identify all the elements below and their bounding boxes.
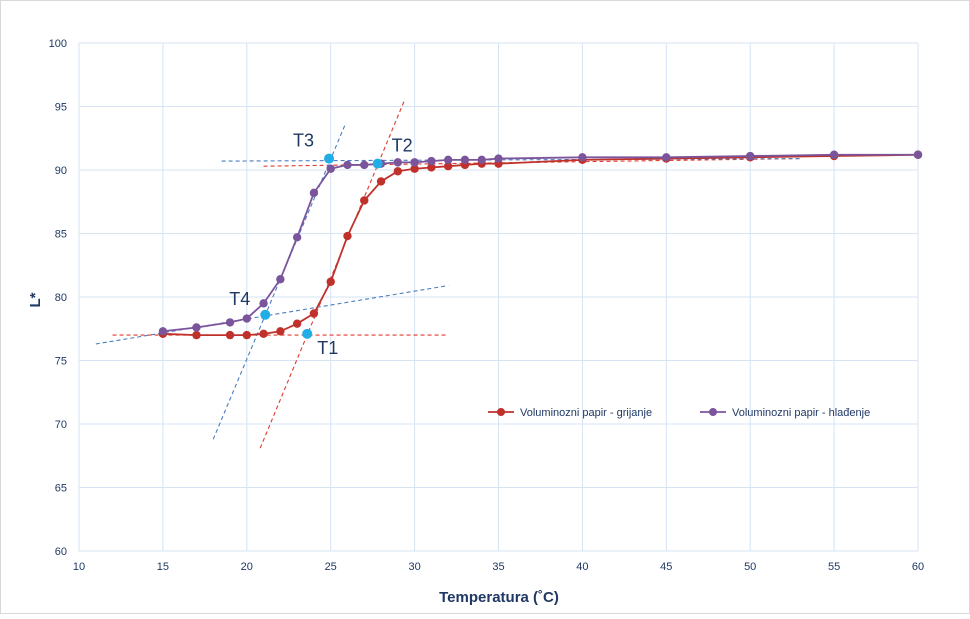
data-point [393,167,403,176]
marker-label-t2: T2 [392,136,413,156]
data-point [460,155,470,165]
data-point [578,153,587,162]
data-point [276,327,285,336]
marker-label-t3: T3 [293,131,314,151]
data-point [292,233,302,242]
data-point [662,153,671,162]
data-point [343,160,352,170]
data-point [259,299,268,308]
x-tick-label: 20 [241,561,253,573]
x-tick-label: 55 [828,561,840,573]
series-2 [158,150,923,336]
data-point [427,156,436,166]
data-point [410,164,419,173]
y-tick-label: 85 [55,229,67,241]
data-point [225,330,235,340]
x-tick-label: 35 [492,561,504,573]
x-tick-label: 10 [73,561,85,573]
data-point [360,196,369,205]
y-tick-label: 100 [49,38,67,50]
x-tick-label: 45 [660,561,672,573]
data-point [393,158,403,167]
data-point [443,161,453,171]
legend-entry: Voluminozni papir - hlađenje [732,407,870,419]
data-point [427,163,436,172]
y-tick-label: 65 [55,483,67,495]
x-tick-label: 40 [576,561,588,573]
x-tick-label: 60 [912,561,924,573]
data-point [443,155,453,165]
data-point [242,314,251,323]
legend-swatch-marker [709,408,717,416]
data-point [225,318,235,327]
data-point [309,188,319,198]
data-point [326,277,335,286]
data-point [343,231,352,241]
y-tick-label: 60 [55,546,67,558]
y-axis-title: L* [27,292,44,307]
data-point [259,329,268,339]
y-tick-label: 75 [55,356,67,368]
legend: Voluminozni papir - grijanje Voluminozni … [488,407,870,419]
data-point [192,330,201,340]
data-point [376,177,386,186]
marker-label-t4: T4 [229,289,250,309]
legend-swatch-marker [497,408,505,416]
x-tick-label: 30 [408,561,420,573]
data-point [309,309,319,318]
data-point [192,323,201,332]
data-point [292,319,302,328]
marker-t4 [260,309,271,320]
data-point [494,154,503,163]
data-point [913,150,923,159]
data-point [829,150,839,159]
marker-t2 [372,158,383,169]
x-tick-label: 50 [744,561,756,573]
x-axis-title: Temperatura (˚C) [439,589,559,606]
y-tick-label: 80 [55,292,67,304]
data-point [746,151,755,161]
legend-entry: Voluminozni papir - grijanje [520,407,652,419]
data-point [410,158,419,167]
y-tick-label: 70 [55,419,67,431]
x-tick-label: 25 [325,561,337,573]
data-point [242,330,251,340]
data-point [276,275,285,284]
tangent-line [95,285,449,345]
tangent-line [221,158,801,162]
data-point [477,155,486,165]
data-point [360,160,369,170]
y-tick-label: 95 [55,102,67,114]
marker-t1 [302,328,313,339]
y-tick-label: 90 [55,165,67,177]
marker-t3 [324,153,335,164]
data-point [158,327,168,336]
x-tick-label: 15 [157,561,169,573]
marker-label-t1: T1 [317,338,338,358]
data-point [326,164,335,173]
